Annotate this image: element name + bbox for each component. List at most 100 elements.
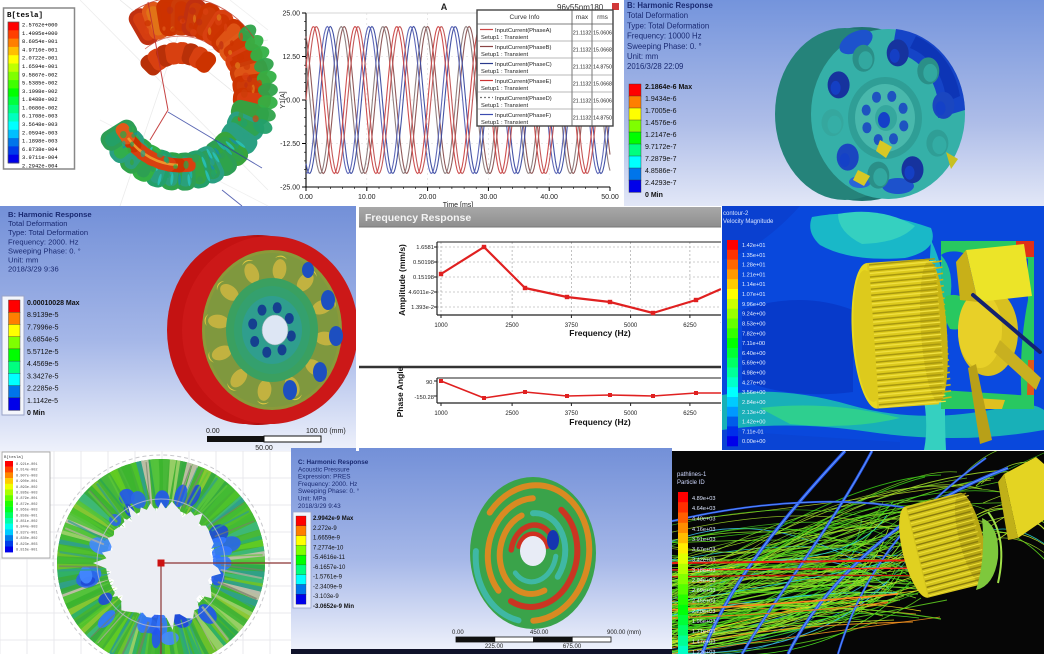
svg-text:1.9434e-6: 1.9434e-6 [645,96,677,103]
svg-text:6.6854e-5: 6.6854e-5 [27,337,59,344]
svg-text:7500: 7500 [720,323,734,329]
svg-text:4.9716e-001: 4.9716e-001 [22,47,58,53]
svg-text:21.1132: 21.1132 [573,31,591,37]
svg-text:-3.0652e-9 Min: -3.0652e-9 Min [313,604,354,610]
svg-text:Total Deformation: Total Deformation [627,11,688,20]
svg-text:rms: rms [597,14,609,21]
svg-text:21.1132: 21.1132 [573,65,591,71]
svg-text:2.0594e-003: 2.0594e-003 [22,130,58,136]
svg-text:5000: 5000 [624,411,638,417]
svg-text:21.1132: 21.1132 [573,99,591,105]
svg-text:8.816e-001: 8.816e-001 [16,549,38,553]
svg-text:0 Min: 0 Min [645,192,663,199]
svg-text:0.00010028 Max: 0.00010028 Max [27,300,80,307]
svg-text:8.893e-002: 8.893e-002 [16,486,38,490]
svg-text:3.56e+00: 3.56e+00 [742,390,766,396]
svg-text:50.00: 50.00 [601,194,619,201]
svg-text:4.89e+03: 4.89e+03 [692,496,716,502]
svg-text:0.15198: 0.15198 [413,275,434,281]
svg-text:Expression: PRES: Expression: PRES [298,474,351,481]
svg-text:8.921e-001: 8.921e-001 [16,463,38,467]
svg-text:3.91e+03: 3.91e+03 [692,537,716,543]
svg-text:InputCurrent(PhaseE): InputCurrent(PhaseE) [495,79,551,85]
svg-text:2.20e+03: 2.20e+03 [692,609,716,615]
svg-text:1.6581: 1.6581 [416,245,434,251]
svg-text:Y1[A]: Y1[A] [280,91,287,108]
svg-text:1.4095e+000: 1.4095e+000 [22,31,58,37]
svg-text:0 Min: 0 Min [27,410,45,417]
svg-text:2.84e+00: 2.84e+00 [742,400,766,406]
svg-text:8.844e-003: 8.844e-003 [16,526,38,530]
svg-text:8.837e-001: 8.837e-001 [16,531,38,535]
svg-text:7.11e-01: 7.11e-01 [742,429,764,435]
svg-text:Frequency (Hz): Frequency (Hz) [569,417,631,427]
svg-text:Setup1 : Transient: Setup1 : Transient [481,52,528,58]
svg-text:max: max [576,14,589,21]
svg-text:1.1142e-5: 1.1142e-5 [27,398,58,405]
svg-text:3.9711e-004: 3.9711e-004 [22,155,58,161]
svg-text:B[tesla]: B[tesla] [4,455,23,460]
svg-text:-12.50: -12.50 [280,141,300,148]
svg-text:3.3427e-5: 3.3427e-5 [27,373,59,380]
svg-text:1.4576e-6: 1.4576e-6 [645,120,677,127]
svg-text:8.53e+00: 8.53e+00 [742,322,766,328]
svg-text:1.8488e-002: 1.8488e-002 [22,97,58,103]
svg-text:15.0606: 15.0606 [593,31,612,37]
svg-text:-5.4616e-11: -5.4616e-11 [313,555,346,561]
svg-text:0.00: 0.00 [206,428,220,435]
svg-text:Type: Total Deformation: Type: Total Deformation [8,228,88,237]
svg-text:Sweeping Phase: 0. °: Sweeping Phase: 0. ° [298,487,360,495]
svg-text:3.42e+03: 3.42e+03 [692,558,716,564]
svg-text:Setup1 : Transient: Setup1 : Transient [481,120,528,126]
svg-text:3.67e+03: 3.67e+03 [692,547,716,553]
svg-text:5.69e+00: 5.69e+00 [742,361,766,367]
svg-text:30.00: 30.00 [480,194,498,201]
svg-text:4.27e+00: 4.27e+00 [742,380,766,386]
svg-text:675.00: 675.00 [563,644,582,650]
svg-text:Frequency: 2000. Hz: Frequency: 2000. Hz [8,237,79,246]
svg-text:5000: 5000 [624,323,638,329]
svg-text:B[tesla]: B[tesla] [7,12,43,20]
svg-text:3750: 3750 [565,411,579,417]
svg-text:12.50: 12.50 [282,54,300,61]
svg-text:5.5712e-5: 5.5712e-5 [27,349,59,356]
svg-text:1.6594e-001: 1.6594e-001 [22,64,58,70]
svg-text:8.872e-002: 8.872e-002 [16,503,38,507]
svg-text:1.42e+01: 1.42e+01 [742,243,766,249]
svg-text:8.900e-001: 8.900e-001 [16,480,38,484]
svg-text:2500: 2500 [505,323,519,329]
svg-text:InputCurrent(PhaseB): InputCurrent(PhaseB) [495,45,551,51]
svg-text:-2.3409e-9: -2.3409e-9 [313,584,343,590]
svg-text:40.00: 40.00 [540,194,558,201]
svg-text:2.2285e-5: 2.2285e-5 [27,386,59,393]
svg-text:225.00: 225.00 [485,644,504,650]
svg-text:8.907e-003: 8.907e-003 [16,474,38,478]
svg-text:15.0606: 15.0606 [593,99,612,105]
svg-text:Setup1 : Transient: Setup1 : Transient [481,35,528,41]
svg-text:Setup1 : Transient: Setup1 : Transient [481,103,528,109]
svg-text:1.21e+01: 1.21e+01 [742,272,766,278]
svg-text:8.823e-003: 8.823e-003 [16,543,38,547]
svg-text:900.00 (mm): 900.00 (mm) [607,630,641,636]
svg-text:9.96e+00: 9.96e+00 [742,302,766,308]
svg-text:6250: 6250 [683,411,697,417]
svg-text:2016/3/28 22:09: 2016/3/28 22:09 [627,62,683,71]
svg-text:Time [ms]: Time [ms] [443,202,474,209]
svg-text:Frequency (Hz): Frequency (Hz) [569,328,631,338]
svg-text:4.4569e-5: 4.4569e-5 [27,361,59,368]
svg-text:1.07e+01: 1.07e+01 [742,292,766,298]
svg-text:2.69e+03: 2.69e+03 [692,588,716,594]
svg-text:1.0686e-002: 1.0686e-002 [22,105,58,111]
svg-text:1.96e+03: 1.96e+03 [692,619,716,625]
svg-text:8.865e-003: 8.865e-003 [16,509,38,513]
svg-text:2.9942e-9 Max: 2.9942e-9 Max [313,516,354,522]
svg-text:B: Harmonic Response: B: Harmonic Response [8,210,92,219]
svg-text:Unit: mm: Unit: mm [627,52,658,61]
svg-text:Particle ID: Particle ID [677,480,705,486]
svg-text:9.5867e-002: 9.5867e-002 [22,72,58,78]
svg-text:1.71e+03: 1.71e+03 [692,629,716,635]
svg-text:0.00: 0.00 [286,98,300,105]
svg-text:A: A [441,2,448,12]
svg-text:2.4293e-7: 2.4293e-7 [645,180,677,187]
svg-text:25.00: 25.00 [282,11,300,18]
